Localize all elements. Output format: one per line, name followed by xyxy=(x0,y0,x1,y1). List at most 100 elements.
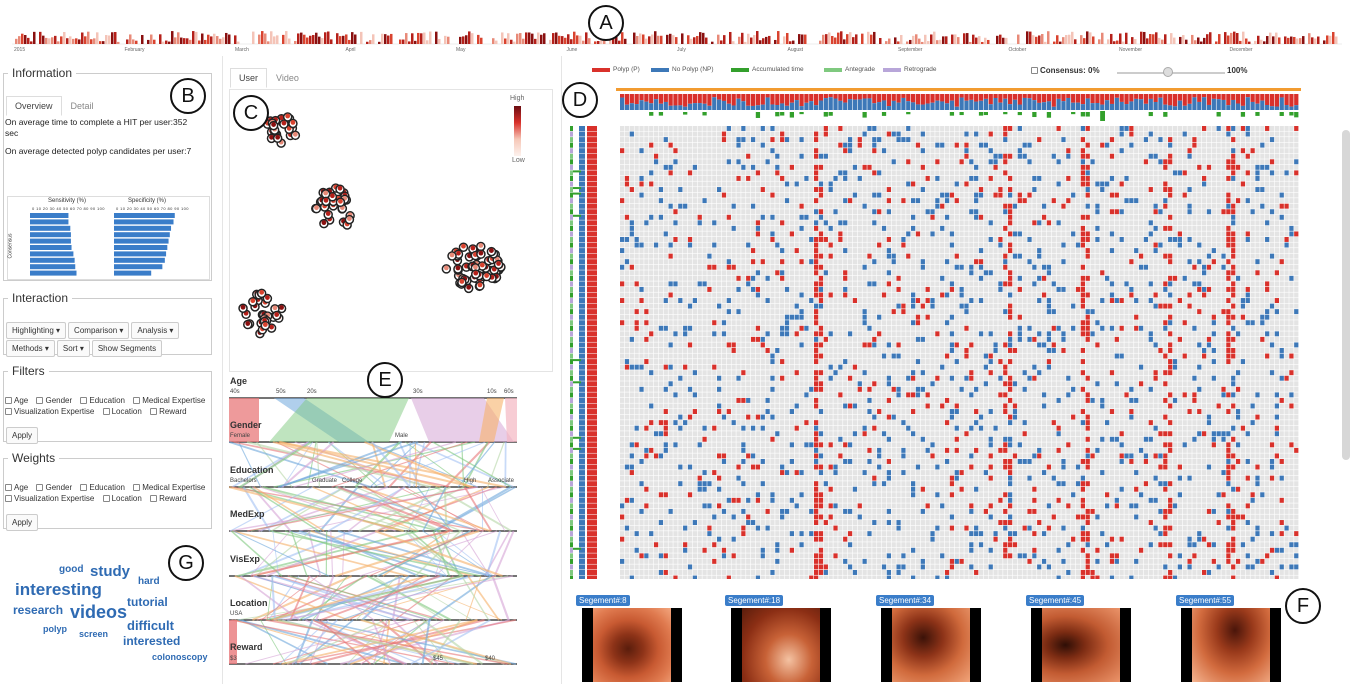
comparison-button[interactable]: Comparison ▾ xyxy=(68,322,130,339)
matrix-cell xyxy=(697,209,702,215)
matrix-cell xyxy=(1012,175,1018,181)
timeline-bar xyxy=(495,40,498,44)
timeline-bar xyxy=(420,33,423,44)
word-videos[interactable]: videos xyxy=(70,602,128,622)
user-cluster-view[interactable]: High Low xyxy=(229,89,553,372)
matrix-cell xyxy=(814,126,819,131)
matrix-cell xyxy=(954,237,959,242)
highlighting-button[interactable]: Highlighting ▾ xyxy=(6,322,67,339)
matrix-cell xyxy=(649,214,654,220)
parallel-sets-ribbons[interactable] xyxy=(228,374,519,668)
filter-gender-checkbox[interactable] xyxy=(36,397,44,405)
matrix-legend-item[interactable]: Polyp (P) xyxy=(592,66,640,73)
matrix-cell xyxy=(697,159,702,165)
matrix-cell xyxy=(1158,214,1163,220)
matrix-cell xyxy=(1226,209,1231,215)
weight-education-checkbox[interactable] xyxy=(80,484,88,492)
consensus-slider-handle[interactable] xyxy=(1163,67,1173,77)
filter-education-checkbox[interactable] xyxy=(80,397,88,405)
matrix-cell xyxy=(1279,242,1284,248)
matrix-cell xyxy=(799,209,804,215)
matrix-cell xyxy=(1080,203,1085,209)
summary-nopolyp xyxy=(852,99,858,110)
show-segments-button[interactable]: Show Segments xyxy=(91,340,163,357)
methods-button[interactable]: Methods ▾ xyxy=(6,340,55,357)
summary-polyp xyxy=(1138,94,1144,100)
matrix-cell xyxy=(668,164,673,170)
word-tutorial[interactable]: tutorial xyxy=(127,595,168,609)
matrix-cell xyxy=(1114,231,1119,237)
filters-apply-button[interactable]: Apply xyxy=(6,427,39,444)
weight-gender-checkbox[interactable] xyxy=(36,484,44,492)
matrix-cell xyxy=(935,231,940,237)
weight-medexp-checkbox[interactable] xyxy=(133,484,141,492)
word-polyp[interactable]: polyp xyxy=(43,624,67,634)
word-difficult[interactable]: difficult xyxy=(127,618,174,633)
matrix-cell xyxy=(687,170,693,176)
matrix-cell xyxy=(1109,214,1115,220)
matrix-cell xyxy=(891,220,896,226)
matrix-cell xyxy=(741,170,746,176)
tab-video[interactable]: Video xyxy=(276,73,299,83)
timeline-bar xyxy=(516,33,519,44)
matrix-cell xyxy=(1245,126,1250,131)
matrix-cell xyxy=(1235,253,1241,259)
matrix-legend-item[interactable]: Retrograde xyxy=(883,66,937,73)
word-good[interactable]: good xyxy=(59,564,84,575)
matrix-legend-item[interactable]: Antegrade xyxy=(824,66,875,73)
timeline-histogram[interactable] xyxy=(12,28,1342,50)
word-hard[interactable]: hard xyxy=(138,576,160,587)
tab-user[interactable]: User xyxy=(230,68,268,88)
matrix-cell xyxy=(1221,181,1226,187)
matrix-cell xyxy=(649,253,654,259)
sort-button[interactable]: Sort ▾ xyxy=(56,340,90,357)
matrix-cell xyxy=(736,153,741,159)
word-study[interactable]: study xyxy=(90,563,131,580)
matrix-cell xyxy=(1221,192,1226,198)
filter-age-checkbox[interactable] xyxy=(5,397,12,405)
weight-reward-checkbox[interactable] xyxy=(150,495,158,503)
matrix-cell xyxy=(755,192,761,198)
matrix-cell xyxy=(1056,159,1061,165)
row-np-count xyxy=(579,286,585,292)
annotation-matrix[interactable] xyxy=(565,84,1355,579)
filter-medexp-checkbox[interactable] xyxy=(133,397,141,405)
matrix-cell xyxy=(1294,237,1299,242)
matrix-legend-item[interactable]: Accumulated time xyxy=(731,66,804,73)
weight-location-checkbox[interactable] xyxy=(102,495,110,503)
analysis-button[interactable]: Analysis ▾ xyxy=(131,322,180,339)
user-cluster-plot[interactable] xyxy=(230,90,554,373)
matrix-cell xyxy=(731,131,736,137)
ribbon-age-60s xyxy=(505,398,517,442)
matrix-cell xyxy=(1143,242,1149,248)
matrix-cell xyxy=(814,137,819,143)
summary-nopolyp xyxy=(818,100,824,110)
word-interesting[interactable]: interesting xyxy=(15,580,102,599)
matrix-cell xyxy=(1138,248,1144,254)
filter-reward-checkbox[interactable] xyxy=(150,408,158,416)
word-research[interactable]: research xyxy=(13,603,64,617)
matrix-cell xyxy=(1177,242,1182,248)
filter-visexp-checkbox[interactable] xyxy=(5,408,12,416)
filter-location-checkbox[interactable] xyxy=(102,408,110,416)
weight-age-checkbox[interactable] xyxy=(5,484,12,492)
matrix-cell xyxy=(1235,231,1241,237)
word-screen[interactable]: screen xyxy=(79,629,109,639)
row-p-count xyxy=(587,497,597,503)
matrix-cell xyxy=(1255,175,1260,181)
word-colonoscopy[interactable]: colonoscopy xyxy=(152,652,208,662)
matrix-cell xyxy=(731,220,736,226)
matrix-cell xyxy=(1138,170,1144,176)
tab-overview[interactable]: Overview xyxy=(6,96,62,116)
row-p-count xyxy=(587,336,597,342)
word-interested[interactable]: interested xyxy=(123,634,181,648)
row-p-count xyxy=(587,164,597,170)
weight-visexp-checkbox[interactable] xyxy=(5,495,12,503)
matrix-legend-item[interactable]: No Polyp (NP) xyxy=(651,66,714,73)
tab-detail[interactable]: Detail xyxy=(70,101,94,111)
summary-nopolyp xyxy=(1017,104,1022,110)
parallel-sets-view[interactable]: Age Gender Education MedExp VisExp Locat… xyxy=(228,374,519,668)
consensus-checkbox[interactable] xyxy=(1031,67,1038,74)
weights-apply-button[interactable]: Apply xyxy=(6,514,39,531)
timeline-bar xyxy=(966,33,969,44)
